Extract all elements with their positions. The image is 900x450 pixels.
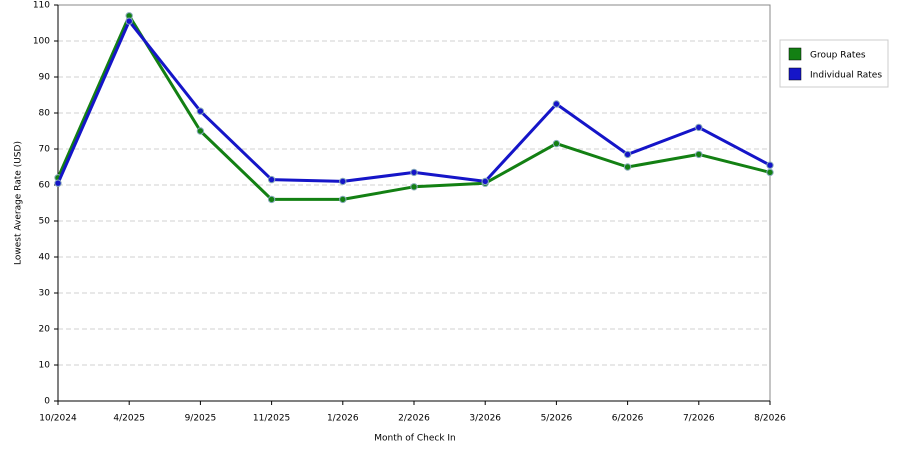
legend-label: Individual Rates [810,71,882,81]
point [267,175,276,184]
x-tick-label: 9/2025 [185,414,217,424]
x-tick-label: 10/2024 [39,414,77,424]
point [196,107,205,115]
point [339,195,347,204]
point [623,163,632,171]
y-tick-label: 100 [33,37,50,47]
x-tick-label: 4/2025 [113,414,145,424]
y-tick-label: 70 [39,145,51,155]
x-tick-label: 3/2026 [469,414,501,424]
legend-swatch [788,67,802,81]
point [410,183,418,191]
point [695,150,703,159]
point [552,139,561,148]
legend-swatch [788,47,802,61]
y-tick-label: 0 [44,397,50,407]
y-tick-label: 60 [39,181,51,191]
x-tick-label: 11/2025 [253,414,290,424]
plot-area [57,4,771,402]
x-tick-label: 6/2026 [612,414,644,424]
y-tick-label: 90 [39,73,51,83]
point [196,127,205,135]
x-tick-label: 2/2026 [398,414,430,424]
x-tick-label: 5/2026 [541,414,573,424]
legend-label: Group Rates [810,51,866,61]
x-tick-label: 1/2026 [327,414,359,424]
y-tick-label: 30 [39,289,51,299]
point [54,179,62,187]
y-tick-label: 20 [39,325,51,335]
x-tick-label: 8/2026 [754,414,786,424]
point [410,168,418,177]
point [552,100,561,108]
x-axis-label: Month of Check In [374,434,456,444]
point [339,177,347,186]
x-tick-label: 7/2026 [683,414,715,424]
y-tick-label: 110 [33,1,50,11]
point [695,123,703,132]
y-tick-label: 10 [39,361,51,371]
y-tick-label: 80 [39,109,51,119]
point [623,150,632,159]
y-axis-label: Lowest Average Rate (USD) [14,141,24,265]
point [481,177,489,186]
point [766,168,774,177]
point [267,195,276,204]
point [125,17,133,25]
y-tick-label: 50 [39,217,51,227]
y-tick-label: 40 [39,253,51,263]
point [766,161,774,169]
